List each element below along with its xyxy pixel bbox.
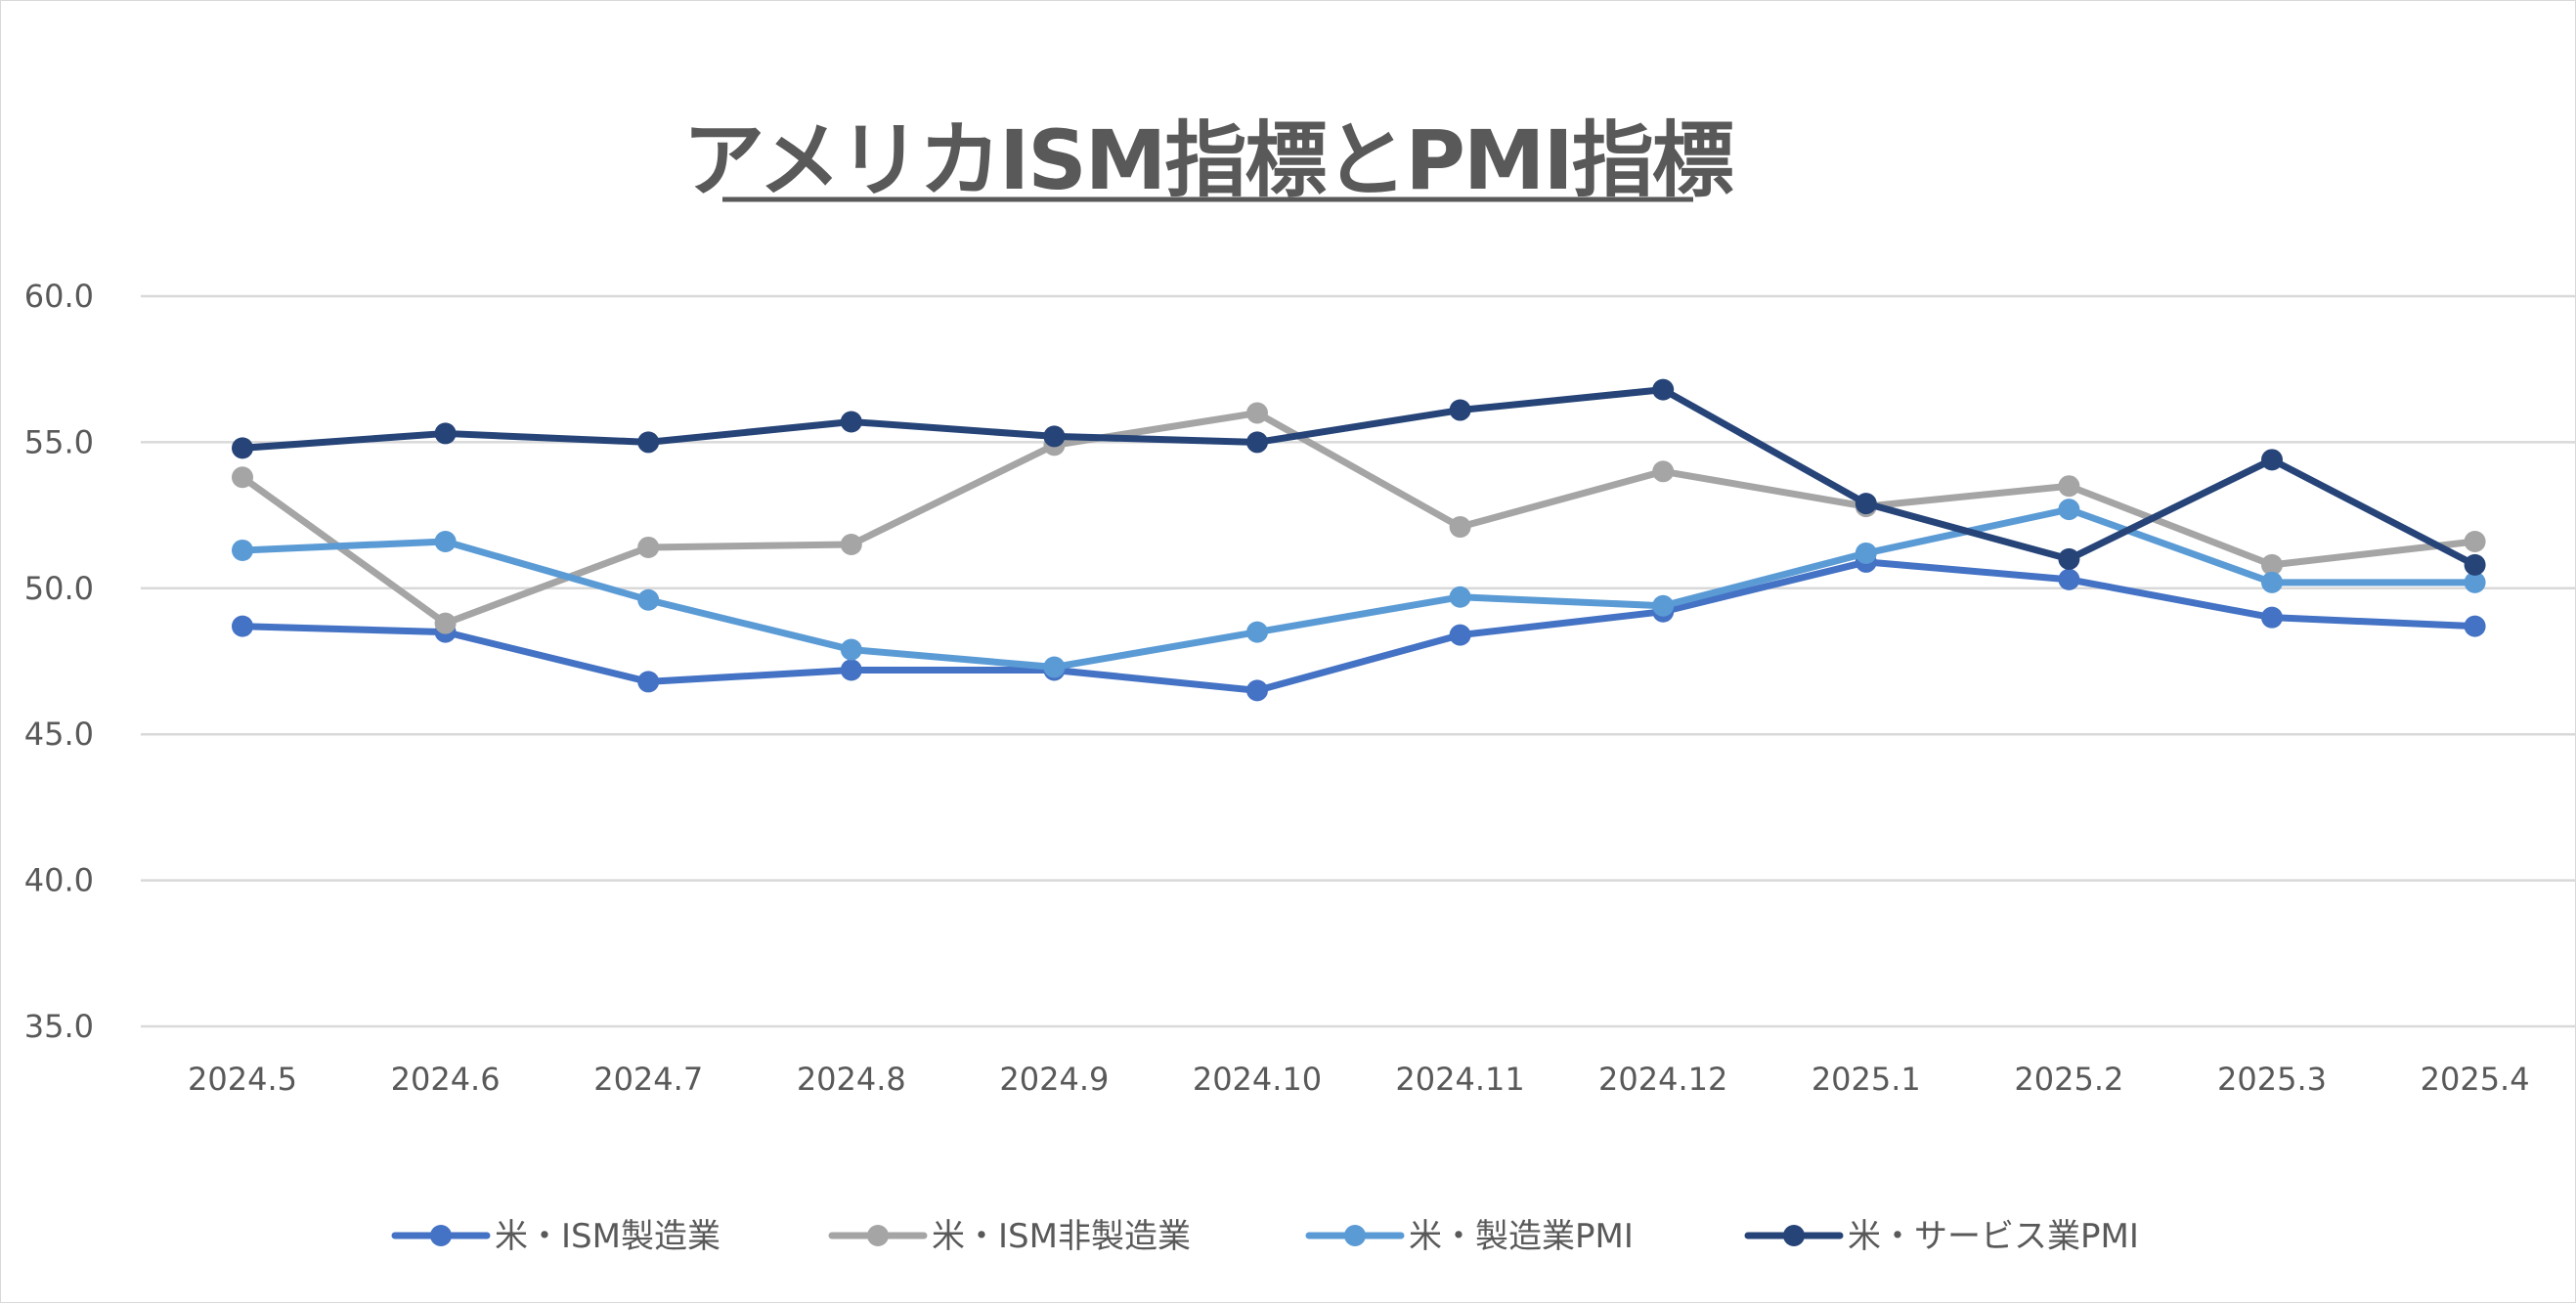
x-tick-label: 2024.12	[1598, 1061, 1727, 1098]
data-point	[2464, 553, 2486, 576]
data-point	[1449, 586, 1471, 608]
data-point	[1652, 460, 1675, 483]
x-tick-label: 2025.1	[1812, 1061, 1921, 1098]
y-axis: 35.0 40.0 45.0 50.0 55.0 60.0	[24, 278, 94, 1045]
series-line	[239, 410, 2479, 628]
data-point	[2261, 449, 2283, 471]
x-tick-label: 2024.6	[391, 1061, 501, 1098]
data-point	[232, 539, 253, 561]
data-point	[2058, 547, 2080, 570]
series-line	[239, 505, 2479, 671]
legend-label: 米・ISM製造業	[495, 1217, 720, 1256]
series-3	[232, 378, 2486, 576]
data-point	[1855, 493, 1877, 515]
chart-title-group: アメリカISM指標とPMI指標	[682, 112, 1736, 208]
data-point	[1652, 594, 1675, 617]
x-tick-label: 2024.7	[593, 1061, 703, 1098]
data-point	[637, 671, 660, 693]
x-tick-label: 2025.2	[2014, 1061, 2123, 1098]
data-point	[1449, 399, 1471, 421]
series-lines	[232, 378, 2486, 702]
legend-item: 米・ISM製造業	[391, 1217, 720, 1256]
legend-item: 米・製造業PMI	[1305, 1217, 1634, 1256]
data-point	[637, 588, 660, 611]
data-point	[2464, 571, 2486, 593]
legend-label: 米・製造業PMI	[1409, 1217, 1634, 1256]
data-point	[232, 615, 253, 637]
data-point	[840, 411, 862, 433]
data-point	[2261, 553, 2283, 576]
data-point	[232, 437, 253, 459]
data-point	[2464, 530, 2486, 552]
series-2	[232, 499, 2486, 678]
data-point	[637, 536, 660, 558]
x-tick-label: 2024.5	[188, 1061, 297, 1098]
legend: 米・ISM製造業 米・ISM非製造業 米・製造業PMI 米・サービス業PMI	[391, 1217, 2139, 1256]
data-point	[637, 431, 660, 454]
legend-swatch-marker	[867, 1225, 889, 1246]
data-point	[2058, 475, 2080, 498]
x-tick-label: 2024.10	[1193, 1061, 1322, 1098]
series-line	[239, 386, 2479, 569]
y-tick-label: 35.0	[24, 1008, 94, 1045]
data-point	[840, 533, 862, 555]
x-tick-label: 2024.8	[797, 1061, 906, 1098]
x-tick-label: 2025.3	[2217, 1061, 2327, 1098]
y-tick-label: 60.0	[24, 278, 94, 315]
data-point	[2261, 571, 2283, 593]
legend-swatch-marker	[430, 1225, 452, 1246]
y-tick-label: 50.0	[24, 570, 94, 607]
data-point	[1449, 516, 1471, 539]
data-point	[1246, 431, 1268, 454]
legend-swatch-marker	[1783, 1225, 1805, 1246]
data-point	[434, 530, 457, 552]
series-line	[239, 558, 2479, 694]
y-tick-label: 45.0	[24, 716, 94, 753]
data-point	[2058, 499, 2080, 521]
data-point	[1043, 425, 1066, 448]
data-point	[1246, 679, 1268, 702]
data-point	[1246, 402, 1268, 424]
legend-swatch-marker	[1344, 1225, 1366, 1246]
legend-label: 米・ISM非製造業	[932, 1217, 1191, 1256]
chart-title: アメリカISM指標とPMI指標	[682, 112, 1734, 208]
data-point	[2464, 615, 2486, 637]
data-point	[434, 422, 457, 445]
y-tick-label: 55.0	[24, 423, 94, 460]
data-point	[2261, 606, 2283, 629]
x-tick-label: 2025.4	[2421, 1061, 2530, 1098]
series-1	[232, 402, 2486, 634]
series-0	[232, 550, 2486, 702]
data-point	[1652, 378, 1675, 401]
legend-item: 米・ISM非製造業	[828, 1217, 1191, 1256]
legend-label: 米・サービス業PMI	[1848, 1217, 2139, 1256]
data-point	[840, 638, 862, 661]
data-point	[232, 466, 253, 489]
data-point	[1246, 621, 1268, 643]
x-tick-label: 2024.9	[999, 1061, 1109, 1098]
data-point	[1855, 542, 1877, 564]
y-tick-label: 40.0	[24, 862, 94, 899]
x-axis: 2024.5 2024.6 2024.7 2024.8 2024.9 2024.10 202…	[188, 1061, 2530, 1098]
legend-item: 米・サービス業PMI	[1744, 1217, 2139, 1256]
data-point	[434, 612, 457, 634]
data-point	[2058, 568, 2080, 590]
data-point	[1449, 624, 1471, 646]
x-tick-label: 2024.11	[1395, 1061, 1524, 1098]
data-point	[1043, 656, 1066, 678]
data-point	[840, 659, 862, 681]
